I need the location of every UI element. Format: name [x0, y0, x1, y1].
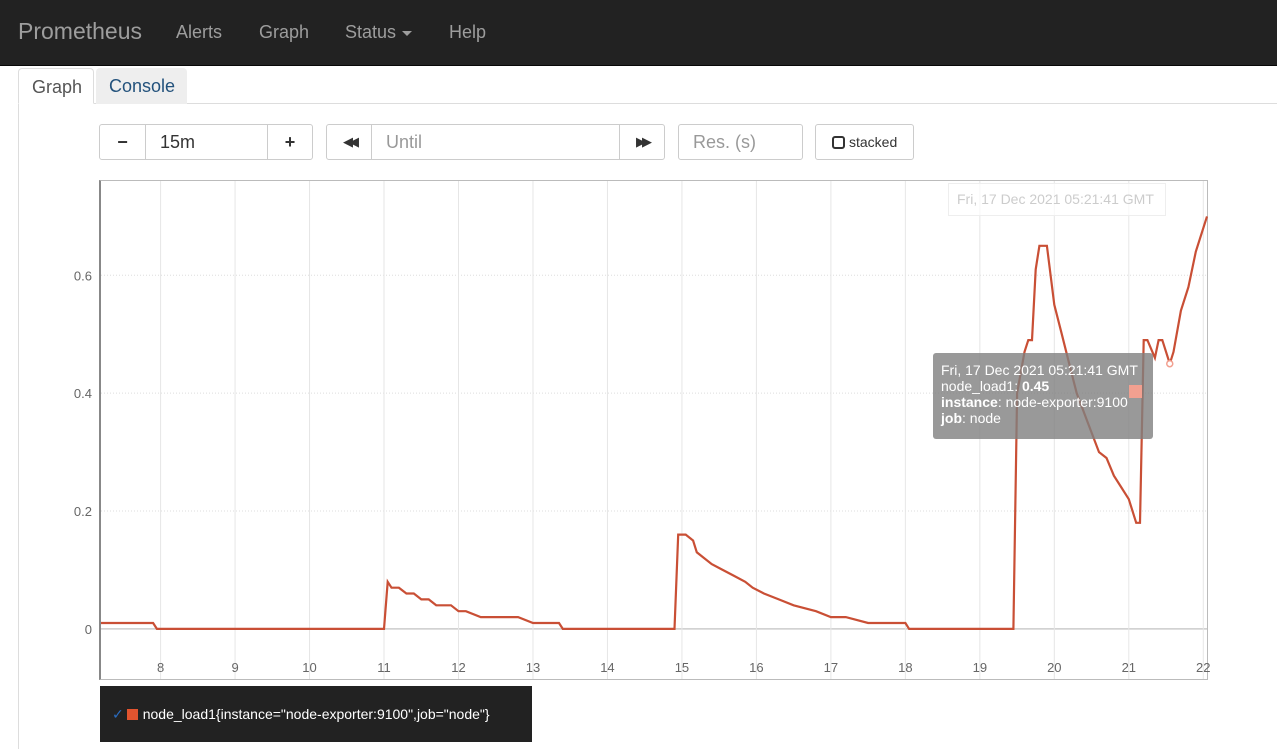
nav-alerts[interactable]: Alerts: [176, 22, 223, 42]
tooltip-job-key: job: [941, 410, 962, 426]
fast-forward-icon[interactable]: ▶▶: [619, 124, 665, 160]
x-tick-label: 13: [526, 660, 540, 675]
tooltip-job-row: job: node: [941, 410, 1001, 426]
navbar: Prometheus Alerts Graph Status Help: [0, 0, 1277, 66]
x-tick-label: 11: [377, 660, 391, 675]
check-icon[interactable]: ✓: [112, 706, 124, 722]
x-tick-label: 16: [749, 660, 763, 675]
tooltip-value: 0.45: [1021, 378, 1050, 394]
y-tick-label: 0: [85, 622, 92, 637]
y-tick-label: 0.4: [74, 386, 92, 401]
x-tick-label: 17: [824, 660, 838, 675]
series-line-node-load1: [101, 216, 1209, 631]
brand-link[interactable]: Prometheus: [18, 18, 143, 44]
tooltip-time: Fri, 17 Dec 2021 05:21:41 GMT: [941, 362, 1138, 378]
nav-status[interactable]: Status: [345, 22, 413, 43]
x-tick-label: 20: [1047, 660, 1061, 675]
series-legend[interactable]: ✓ node_load1{instance="node-exporter:9100…: [100, 686, 532, 742]
tooltip-instance-key: instance: [941, 394, 998, 410]
x-tick-label: 8: [157, 660, 164, 675]
x-tick-label: 18: [898, 660, 912, 675]
tooltip-instance-value: node-exporter:9100: [1005, 394, 1128, 410]
graph-area[interactable]: [99, 180, 1208, 680]
checkbox-icon: [832, 136, 845, 149]
tooltip-job-value: node: [969, 410, 1001, 426]
rewind-icon[interactable]: ◀◀: [326, 124, 372, 160]
tab-console[interactable]: Console: [96, 68, 187, 104]
tooltip-metric: node_load1: [941, 378, 1015, 394]
x-tick-label: 21: [1122, 660, 1136, 675]
x-tick-label: 12: [451, 660, 465, 675]
tooltip-series-swatch: [1129, 385, 1142, 398]
until-placeholder: Until: [386, 132, 423, 152]
hover-point: [1166, 359, 1174, 368]
panel-border: [18, 103, 19, 749]
x-tick-label: 19: [973, 660, 987, 675]
legend-label[interactable]: node_load1{instance="node-exporter:9100"…: [142, 706, 490, 722]
hover-time-label: Fri, 17 Dec 2021 05:21:41 GMT: [948, 183, 1166, 216]
data-tooltip: Fri, 17 Dec 2021 05:21:41 GMT node_load1…: [933, 353, 1153, 439]
tabs-divider: [18, 103, 1277, 104]
legend-swatch: [126, 709, 138, 720]
x-tick-label: 10: [302, 660, 316, 675]
decrease-range-button[interactable]: −: [99, 124, 146, 160]
x-tick-label: 15: [675, 660, 689, 675]
tooltip-instance-row: instance: node-exporter:9100: [941, 394, 1128, 410]
tab-graph[interactable]: Graph: [18, 68, 94, 104]
y-tick-label: 0.6: [74, 268, 92, 283]
stacked-toggle[interactable]: stacked: [815, 124, 914, 160]
x-tick-label: 9: [231, 660, 238, 675]
caret-down-icon: [402, 30, 413, 36]
tooltip-metric-row: node_load1: 0.45: [941, 378, 1050, 394]
nav-help[interactable]: Help: [449, 22, 487, 42]
increase-range-button[interactable]: +: [267, 124, 313, 160]
range-input[interactable]: 15m: [145, 124, 268, 160]
stacked-label: stacked: [849, 134, 898, 150]
x-tick-label: 14: [600, 660, 614, 675]
resolution-placeholder: Res. (s): [693, 132, 756, 152]
x-tick-label: 22: [1196, 660, 1210, 675]
nav-graph[interactable]: Graph: [259, 22, 310, 42]
y-tick-label: 0.2: [74, 504, 92, 519]
nav-status-label: Status: [345, 22, 397, 42]
until-input[interactable]: Until: [371, 124, 620, 160]
resolution-input[interactable]: Res. (s): [678, 124, 803, 160]
